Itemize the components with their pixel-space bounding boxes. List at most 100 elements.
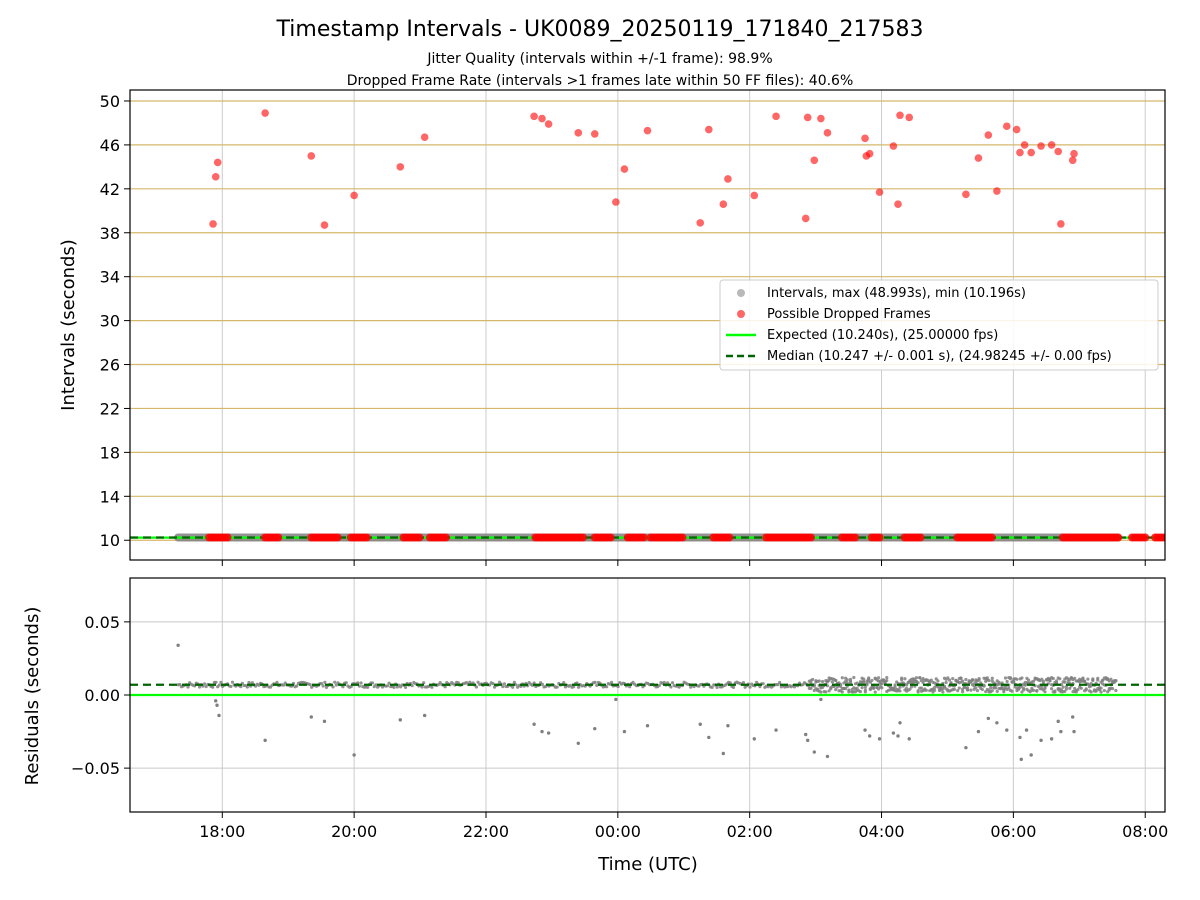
residual-point — [989, 686, 993, 690]
residual-point — [219, 680, 223, 684]
residual-point — [1043, 690, 1047, 694]
residual-point — [949, 681, 953, 685]
residual-point — [410, 684, 414, 688]
residual-outlier-point — [995, 721, 999, 725]
top-y-tick-label: 10 — [100, 531, 120, 550]
residuals-plot: 0.05 0.00 −0.05 18:00 20:00 22:00 00:00 02:00 04… — [71, 577, 1168, 841]
residual-point — [985, 676, 989, 680]
residual-point — [186, 685, 190, 689]
residual-point — [245, 685, 249, 689]
residual-point — [885, 675, 889, 680]
residual-point — [876, 676, 881, 680]
residual-point — [1094, 689, 1098, 693]
residual-point — [331, 685, 335, 689]
residual-outlier-point — [593, 726, 597, 731]
residual-point — [873, 690, 877, 694]
residual-outlier-point — [176, 643, 180, 647]
residual-outlier-point — [805, 738, 810, 743]
residual-point — [593, 680, 597, 685]
top-y-tick-label: 42 — [100, 180, 120, 199]
dropped-frame-point — [396, 163, 405, 171]
residual-point — [1005, 679, 1009, 684]
dropped-frame-point — [962, 190, 970, 199]
residual-point — [970, 678, 975, 682]
residual-point — [870, 678, 874, 683]
residual-outlier-point — [898, 721, 902, 725]
residual-point — [1007, 686, 1011, 690]
bottom-y-axis-label: Residuals (seconds) — [22, 607, 43, 786]
residual-point — [275, 680, 279, 684]
residual-point — [628, 685, 632, 689]
residual-point — [202, 682, 207, 686]
residual-point — [321, 684, 325, 688]
dropped-frame-point-base — [362, 533, 371, 542]
top-y-tick-label: 26 — [100, 356, 120, 375]
residual-point — [1063, 680, 1067, 684]
residual-point — [229, 684, 233, 689]
residual-point — [728, 681, 732, 685]
dropped-frame-point — [320, 221, 329, 229]
residual-point — [862, 680, 866, 684]
dropped-frame-point — [1070, 149, 1078, 158]
residual-point — [392, 685, 396, 689]
residual-point — [562, 681, 566, 685]
residual-point — [916, 681, 920, 685]
x-axis-label: Time (UTC) — [597, 854, 698, 875]
residual-point — [845, 678, 849, 682]
top-y-axis-label: Intervals (seconds) — [58, 239, 79, 411]
residual-outlier-point — [215, 703, 219, 707]
dropped-frame-point — [772, 112, 780, 121]
residual-point — [1026, 678, 1031, 682]
dropped-frame-point — [894, 200, 902, 209]
residual-point — [1114, 688, 1118, 693]
residual-point — [344, 681, 348, 685]
residual-point — [403, 685, 408, 689]
dropped-frame-point — [1057, 220, 1065, 228]
dropped-frame-point — [1037, 142, 1045, 150]
dropped-frame-point-base — [639, 533, 648, 542]
residual-point — [1063, 689, 1067, 693]
residual-point — [952, 687, 956, 691]
dropped-frame-point — [261, 109, 269, 117]
residual-point — [359, 681, 363, 685]
residual-point — [1099, 686, 1103, 690]
bottom-y-tick-label: −0.05 — [71, 759, 120, 778]
residual-point — [941, 690, 945, 694]
chart-subtitle-jitter: Jitter Quality (intervals within +/-1 fr… — [426, 51, 772, 67]
bottom-plot-frame — [129, 577, 1166, 813]
residual-point — [847, 690, 851, 694]
x-tick-label: 18:00 — [199, 822, 245, 841]
dropped-frame-point-base — [274, 533, 283, 542]
residual-point — [862, 677, 866, 681]
dropped-frame-point — [1016, 148, 1024, 157]
residual-point — [844, 686, 848, 691]
dropped-frame-point — [861, 134, 869, 143]
residual-point — [211, 685, 215, 689]
residual-point — [1102, 688, 1106, 693]
residual-point — [595, 683, 599, 687]
chart-subtitle-dropped: Dropped Frame Rate (intervals >1 frames … — [347, 73, 854, 89]
top-y-tick-label: 22 — [100, 399, 120, 418]
residual-point — [323, 680, 327, 684]
residual-point — [860, 686, 864, 690]
residual-point — [1068, 686, 1072, 690]
dropped-frame-point — [1002, 122, 1011, 131]
residual-point — [830, 680, 835, 684]
dropped-frame-point-base — [851, 533, 860, 542]
top-y-tick-label: 46 — [100, 136, 120, 155]
residual-point — [959, 676, 963, 681]
residual-point — [904, 683, 909, 687]
residual-point — [964, 677, 968, 682]
residual-point — [932, 688, 937, 692]
residual-point — [957, 686, 961, 690]
residual-outlier-point — [891, 731, 896, 735]
residual-outlier-point — [867, 734, 872, 738]
residual-outlier-point — [546, 731, 551, 735]
residual-outlier-point — [1072, 729, 1076, 734]
residual-point — [609, 680, 614, 684]
residual-point — [1008, 677, 1013, 681]
residual-point — [502, 682, 507, 686]
residual-point — [230, 680, 235, 684]
residual-outlier-point — [752, 737, 756, 741]
residual-point — [1084, 688, 1088, 692]
